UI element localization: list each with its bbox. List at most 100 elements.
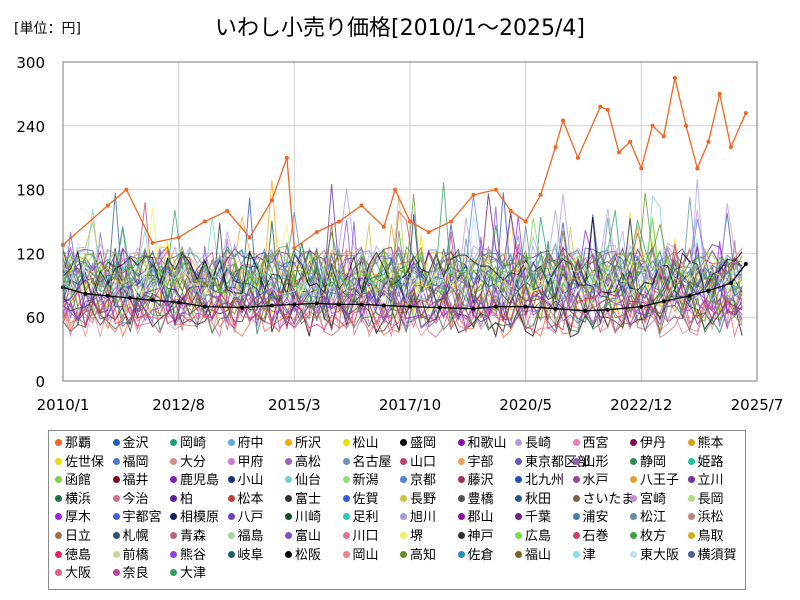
legend-item: 宇都宮 [112,510,162,526]
series-line [62,77,747,250]
legend-label: 石巻 [582,529,609,544]
legend-item: 福山 [515,548,551,564]
data-point [523,219,528,224]
legend-label: 長崎 [525,436,552,451]
legend-marker [687,513,695,521]
legend-marker [55,550,62,558]
legend-item: 郡山 [457,510,494,526]
data-point [381,303,386,308]
legend-item: 千葉 [515,510,551,526]
legend-marker [55,439,62,446]
legend-marker [170,513,177,521]
data-point [426,230,431,235]
legend-marker [285,439,292,446]
legend-label: 足利 [352,510,379,526]
data-point [124,187,129,192]
legend-label: 宇都宮 [122,510,162,526]
legend-item: 新潟 [342,473,379,489]
legend-marker [400,476,407,484]
legend-item: 盛岡 [400,436,436,452]
data-point [314,301,319,306]
legend-marker [342,532,350,539]
data-point [150,240,155,245]
data-point [639,166,644,171]
legend-label: 福山 [525,547,552,563]
legend-marker [515,457,522,465]
legend-label: 京都 [410,473,437,489]
legend-label: 熊谷 [180,547,207,563]
legend-item: 佐賀 [342,491,379,508]
x-axis: 2010/1 2012/8 2015/3 2017/10 2020/5 2022/12 20… [37,396,784,414]
legend-marker [515,439,522,446]
y-tick-label: 60 [26,309,45,327]
series-lines-highlighted [61,75,748,313]
legend-marker [572,439,580,446]
legend-label: 札幌 [122,529,149,544]
data-point [408,304,412,309]
legend-label: 川口 [352,529,379,544]
series-line [62,248,743,339]
series-line [62,223,743,321]
legend-item: 枚方 [630,529,666,545]
series-lines-background [62,178,743,339]
legend-item: 立川 [687,473,724,489]
legend-item: 堺 [400,529,423,545]
legend-label: 松江 [640,510,667,526]
legend-item: 青森 [170,529,206,545]
legend-marker [227,550,235,558]
legend-label: 大阪 [65,566,92,582]
data-point [202,304,207,309]
legend-label: 八王子 [640,473,680,489]
legend-label: 姫路 [697,454,724,470]
data-point [314,230,319,235]
legend-marker [400,439,407,446]
legend-marker [630,476,637,484]
line-chart: 0 60 120 180 240 300 2010/1 2012/8 2015/3 2017/1… [16,54,784,414]
unit-label: [単位：円] [14,21,81,37]
series-line [62,194,743,312]
legend-label: 千葉 [525,510,552,526]
legend-marker [400,532,407,539]
legend-marker [572,532,580,539]
legend-item: 松本 [227,492,264,508]
legend-label: 岡山 [352,547,379,563]
legend-marker [457,457,465,465]
legend-marker [112,569,120,577]
x-tick-label: 2025/7 [731,396,784,414]
legend-label: 宮崎 [640,491,667,507]
legend-item: 西宮 [572,436,609,452]
legend-item: 府中 [227,436,264,452]
legend-label: 山口 [410,454,437,470]
legend-marker [342,494,350,502]
legend-marker [457,550,465,558]
data-point [553,145,558,150]
data-point [359,302,364,307]
legend-marker [55,569,62,577]
data-point [728,281,733,286]
data-point [284,155,289,160]
legend-marker [572,550,580,558]
data-point [605,307,610,312]
legend-item: 岐阜 [227,548,264,564]
legend-label: 長岡 [697,491,724,507]
legend-label: 大津 [180,566,207,582]
legend-label: 相模原 [180,510,220,526]
legend-label: 佐賀 [352,491,379,507]
legend-marker [170,494,177,502]
legend-item: 札幌 [112,529,149,545]
legend-label: 郡山 [467,510,494,526]
legend-marker [285,457,292,465]
legend-item: 足利 [342,510,379,526]
data-point [493,187,498,192]
data-point [728,145,733,150]
legend-marker [227,457,235,465]
legend-item: 富山 [285,529,321,545]
legend-marker [55,476,62,484]
legend-marker [112,494,120,502]
x-tick-label: 2015/3 [268,396,321,414]
legend-item: さいたま [572,492,634,508]
legend-marker [687,494,695,502]
data-point [408,219,412,224]
legend-item: 旭川 [400,510,436,526]
data-point [292,302,297,307]
